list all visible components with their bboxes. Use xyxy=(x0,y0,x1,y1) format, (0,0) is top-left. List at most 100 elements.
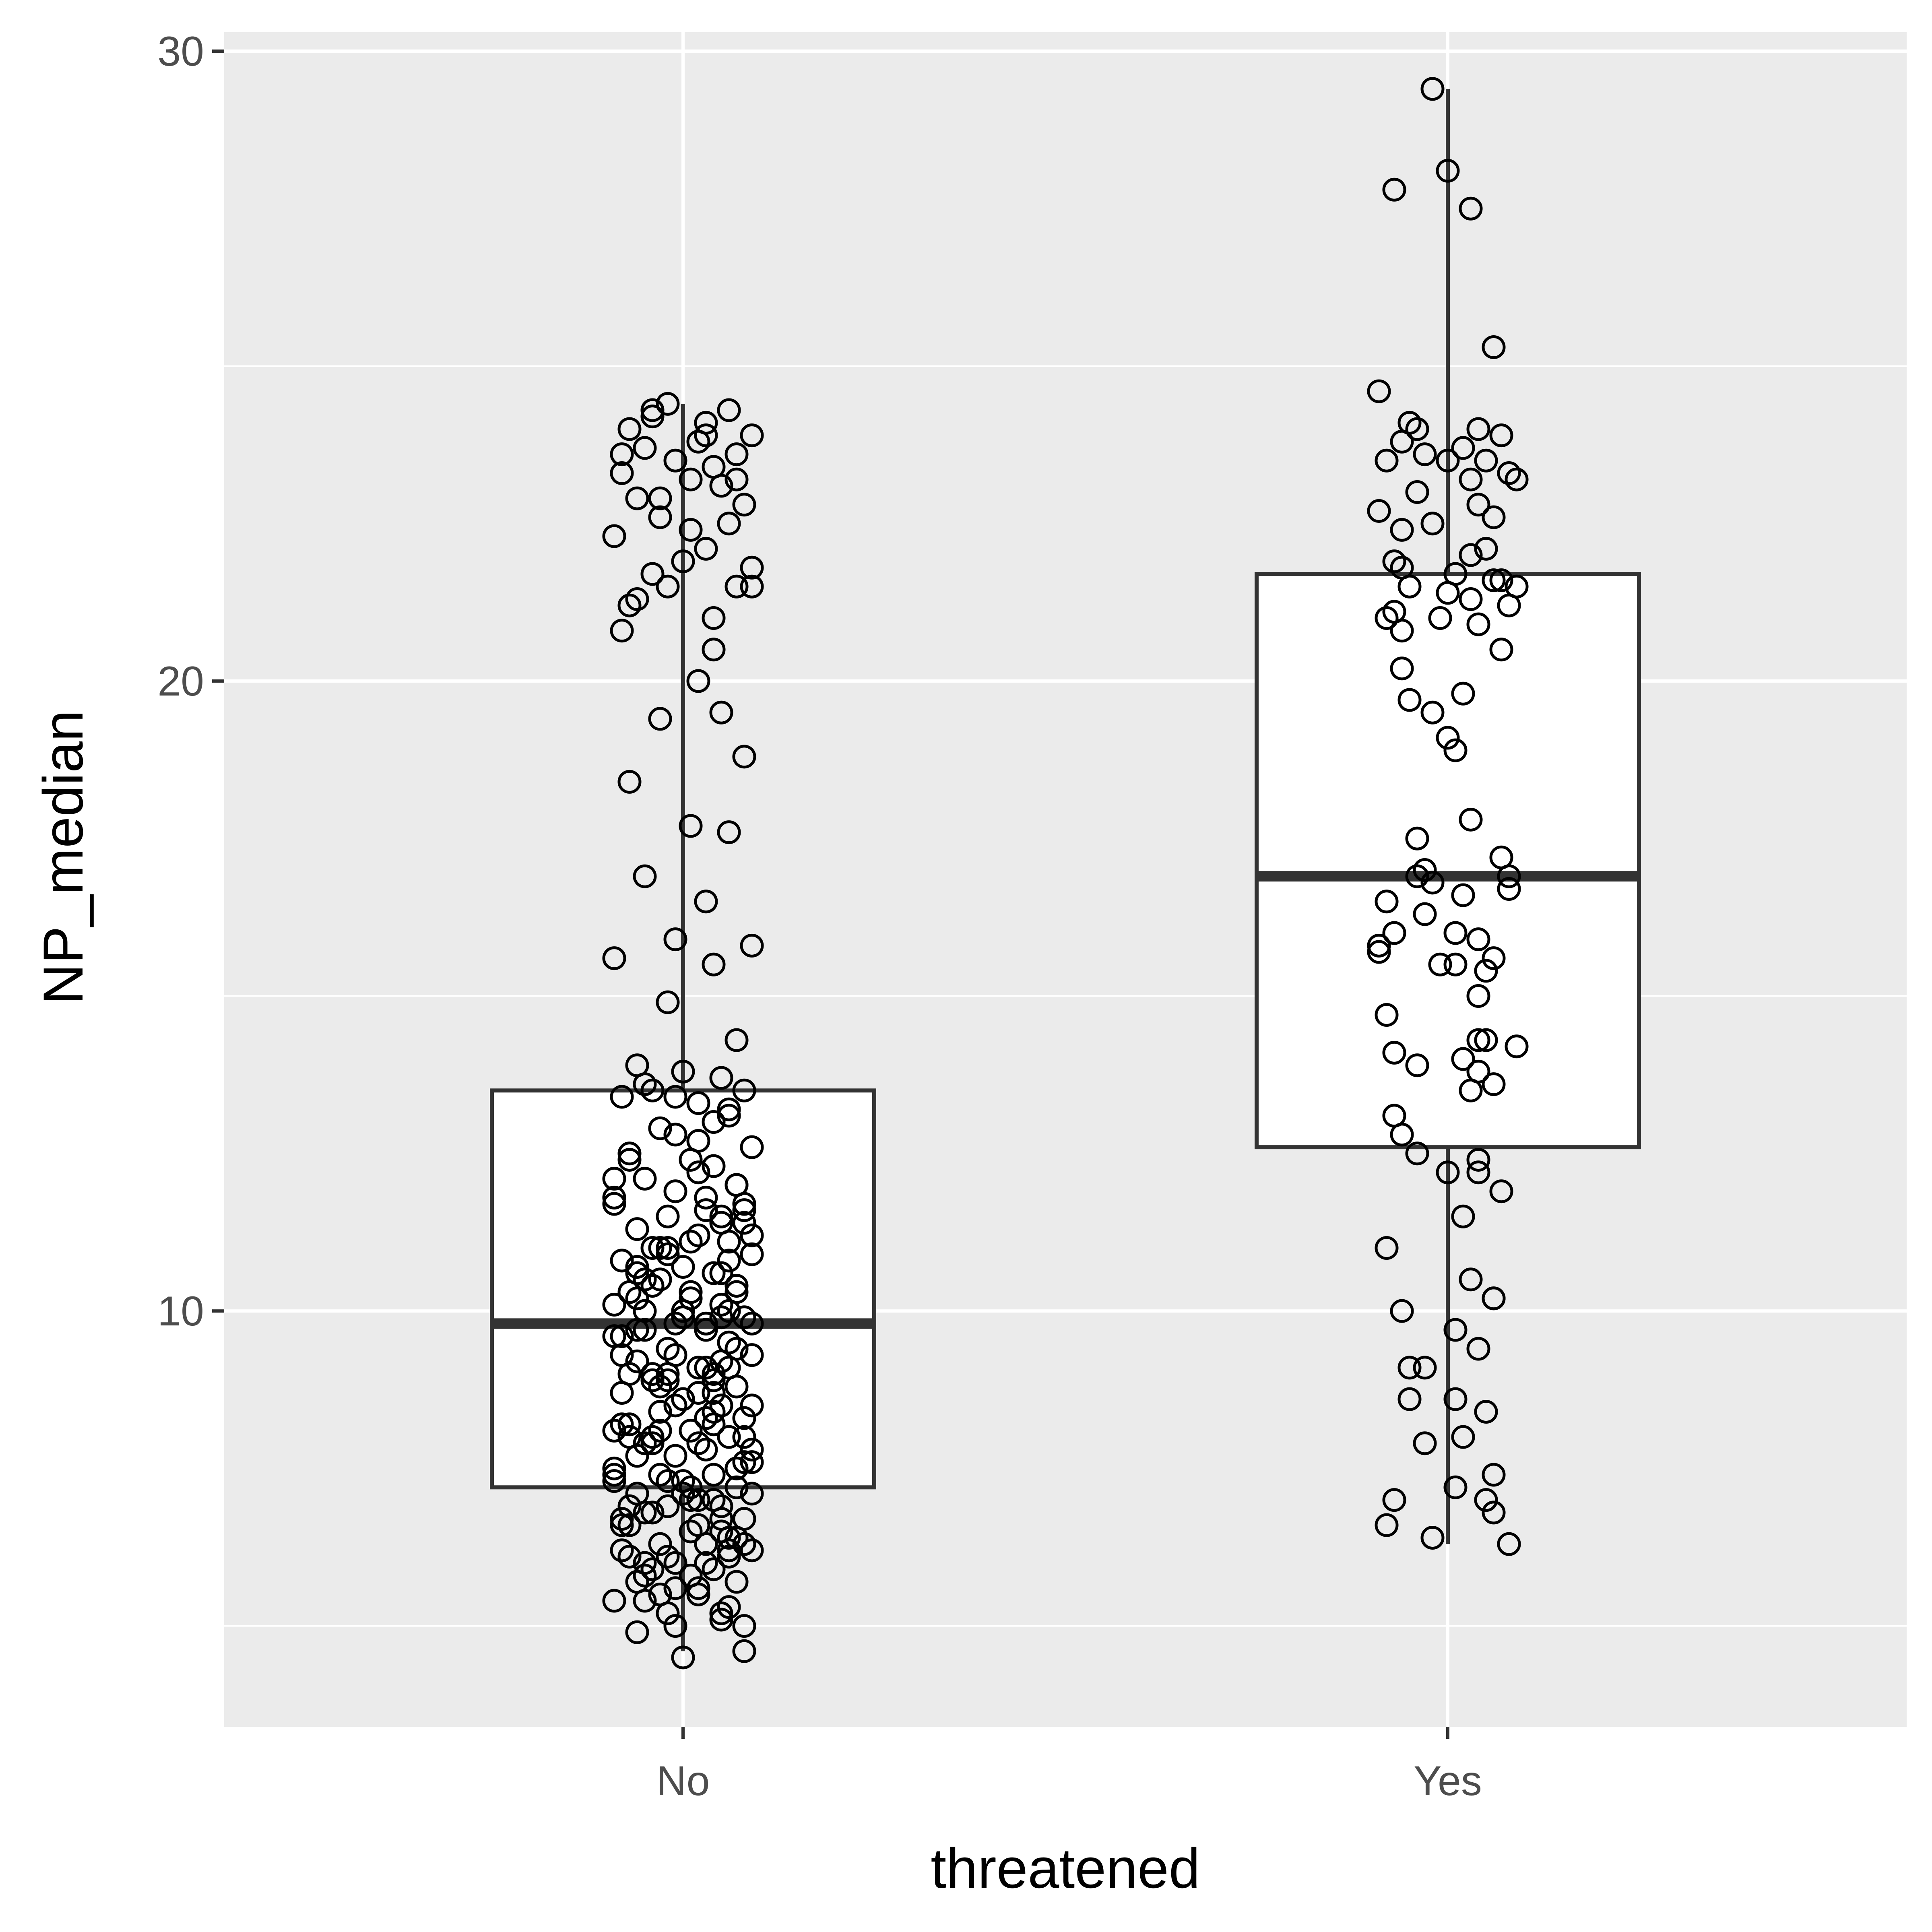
data-point xyxy=(1451,1204,1475,1228)
data-point xyxy=(633,1072,657,1096)
data-point xyxy=(1420,77,1445,101)
data-point xyxy=(1390,429,1414,454)
data-point xyxy=(1390,518,1414,542)
box-iqr xyxy=(490,1088,876,1490)
data-point xyxy=(625,587,649,611)
data-point xyxy=(1489,568,1513,592)
data-point xyxy=(1451,883,1475,907)
data-point xyxy=(1459,587,1483,611)
data-point xyxy=(732,1450,756,1474)
data-point xyxy=(625,1261,649,1285)
data-point xyxy=(640,1362,665,1386)
data-point xyxy=(1451,1047,1475,1071)
data-point xyxy=(1451,436,1475,460)
data-point xyxy=(1474,537,1498,561)
data-point xyxy=(686,1356,710,1380)
data-point xyxy=(1474,1488,1498,1512)
data-point xyxy=(679,1475,703,1499)
data-point xyxy=(656,1368,680,1392)
data-point xyxy=(709,1261,733,1285)
data-point xyxy=(694,1551,718,1575)
data-point xyxy=(1505,467,1529,491)
data-point xyxy=(663,1179,687,1203)
data-point xyxy=(702,1399,726,1424)
data-point xyxy=(617,1494,642,1518)
data-point xyxy=(1436,448,1460,473)
data-point xyxy=(1466,417,1490,441)
data-point xyxy=(1443,921,1468,945)
data-point xyxy=(1397,688,1422,712)
data-point xyxy=(625,1620,649,1644)
data-point xyxy=(717,1230,741,1254)
plot-panel xyxy=(224,32,1907,1727)
data-point xyxy=(617,1544,642,1569)
data-point xyxy=(686,429,710,454)
data-point xyxy=(709,1601,733,1625)
data-point xyxy=(702,1110,726,1134)
data-point xyxy=(602,1456,626,1480)
data-point xyxy=(617,1513,642,1537)
data-point xyxy=(617,1362,642,1386)
y-axis: 10 20 30 xyxy=(157,28,224,1335)
data-point xyxy=(663,1444,687,1468)
data-point xyxy=(1390,619,1414,643)
data-point xyxy=(717,1356,741,1380)
data-point xyxy=(694,1437,718,1461)
data-point xyxy=(602,524,626,548)
data-point xyxy=(1413,1431,1437,1455)
data-point xyxy=(617,1141,642,1166)
data-point xyxy=(1390,1123,1414,1147)
data-point xyxy=(663,927,687,952)
data-point xyxy=(709,1507,733,1531)
data-point xyxy=(717,1330,741,1354)
data-point xyxy=(1466,927,1490,952)
data-point xyxy=(1505,1034,1529,1059)
data-point xyxy=(648,1236,672,1260)
data-point xyxy=(633,864,657,888)
data-point xyxy=(679,467,703,491)
data-point xyxy=(617,417,642,441)
data-point xyxy=(740,1450,764,1474)
data-point xyxy=(740,1311,764,1335)
data-point xyxy=(702,606,726,630)
data-point xyxy=(640,1557,665,1581)
data-point xyxy=(640,1368,665,1392)
data-point xyxy=(724,467,749,491)
data-point xyxy=(640,1425,665,1449)
data-point xyxy=(1397,1356,1422,1380)
x-axis: No Yes xyxy=(656,1727,1482,1804)
data-point xyxy=(740,574,764,599)
data-point xyxy=(686,669,710,693)
data-point xyxy=(679,1418,703,1443)
data-point xyxy=(1489,423,1513,448)
data-point xyxy=(1497,877,1521,901)
data-point xyxy=(679,1519,703,1544)
data-point xyxy=(1451,1425,1475,1449)
data-point xyxy=(625,486,649,510)
data-point xyxy=(679,518,703,542)
data-point xyxy=(602,1192,626,1216)
data-point xyxy=(732,493,756,517)
data-point xyxy=(724,1173,749,1197)
data-point xyxy=(1367,499,1391,523)
data-point xyxy=(610,1538,634,1563)
data-point xyxy=(656,1494,680,1518)
data-point xyxy=(702,1412,726,1437)
data-point xyxy=(1443,1475,1468,1499)
data-point xyxy=(1413,858,1437,882)
data-point xyxy=(1367,940,1391,964)
data-point xyxy=(717,512,741,536)
data-point xyxy=(1405,1141,1429,1166)
data-point xyxy=(1436,726,1460,750)
data-point xyxy=(709,1305,733,1329)
data-point xyxy=(740,555,764,580)
data-point xyxy=(610,1324,634,1348)
data-point xyxy=(1482,946,1506,970)
data-point xyxy=(1482,568,1506,592)
data-point xyxy=(709,1519,733,1544)
data-point xyxy=(610,619,634,643)
data-point xyxy=(656,990,680,1014)
data-point xyxy=(709,1494,733,1518)
data-point xyxy=(617,770,642,794)
data-point xyxy=(1443,738,1468,762)
